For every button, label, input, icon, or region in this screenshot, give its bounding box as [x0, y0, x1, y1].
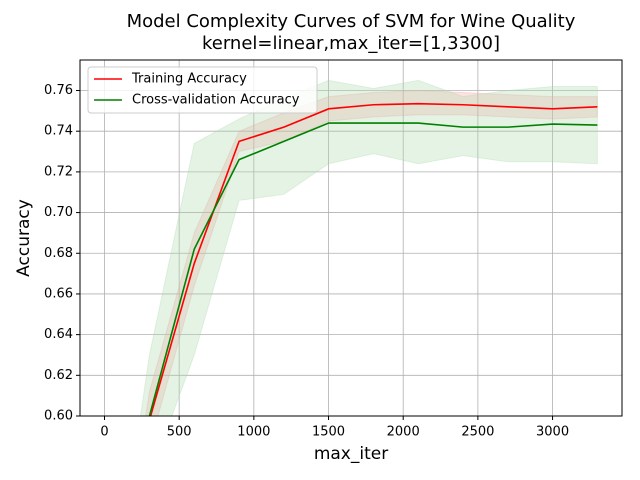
x-tick-label: 2000 — [387, 425, 420, 440]
x-tick-label: 500 — [167, 425, 192, 440]
x-axis-label: max_iter — [314, 444, 388, 464]
y-tick-label: 0.72 — [44, 164, 73, 179]
y-tick-label: 0.62 — [44, 368, 73, 383]
y-tick-label: 0.70 — [44, 205, 73, 220]
x-tick-label: 1000 — [237, 425, 270, 440]
y-tick-label: 0.74 — [44, 124, 73, 139]
chart-subtitle: kernel=linear,max_iter=[1,3300] — [202, 33, 500, 54]
y-tick-label: 0.68 — [44, 246, 73, 261]
series-line — [148, 122, 598, 416]
x-tick-label: 1500 — [312, 425, 345, 440]
series-line — [149, 102, 598, 416]
y-tick-label: 0.60 — [44, 409, 73, 424]
x-tick-label: 3000 — [536, 425, 569, 440]
x-tick-label: 0 — [100, 425, 108, 440]
axes-frame — [79, 59, 623, 417]
x-tick-label: 2500 — [461, 425, 494, 440]
legend-label: Training Accuracy — [131, 72, 247, 87]
legend-box — [87, 66, 318, 114]
y-tick-label: 0.66 — [44, 286, 73, 301]
legend-label: Cross-validation Accuracy — [132, 93, 300, 108]
legend: Training Accuracy Cross-validation Accura… — [87, 66, 318, 114]
y-axis-label: Accuracy — [14, 199, 34, 277]
y-tick-label: 0.64 — [44, 327, 73, 342]
chart-title: Model Complexity Curves of SVM for Wine … — [127, 11, 576, 32]
y-tick-label: 0.76 — [44, 83, 73, 98]
